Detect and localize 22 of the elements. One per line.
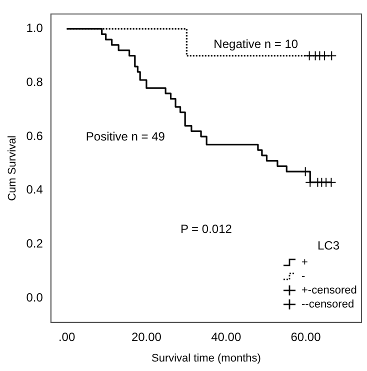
y-tick-label: 1.0 [26,21,44,36]
x-tick-label: .00 [58,330,76,344]
y-tick-label: 0.0 [26,290,44,304]
legend-label: - [302,270,306,282]
y-tick-label: 0.6 [26,128,44,143]
legend-title: LC3 [317,238,340,253]
annotation: P = 0.012 [180,222,232,236]
x-tick-label: 20.00 [131,330,162,344]
y-axis-title: Cum Survival [6,135,19,201]
x-axis-title: Survival time (months) [151,352,261,364]
legend-label: + [302,256,308,268]
annotation: Positive n = 49 [86,130,166,144]
x-tick-label: 60.00 [290,330,322,344]
point [319,50,330,61]
x-tick-label: 40.00 [211,330,242,344]
legend-label: --censored [302,298,354,310]
y-tick-label: 0.4 [26,182,44,197]
y-tick-label: 0.8 [26,74,44,89]
point [326,50,337,61]
y-tick-label: 0.2 [26,236,44,251]
legend-label: +-censored [302,284,357,296]
annotation: Negative n = 10 [214,37,298,52]
